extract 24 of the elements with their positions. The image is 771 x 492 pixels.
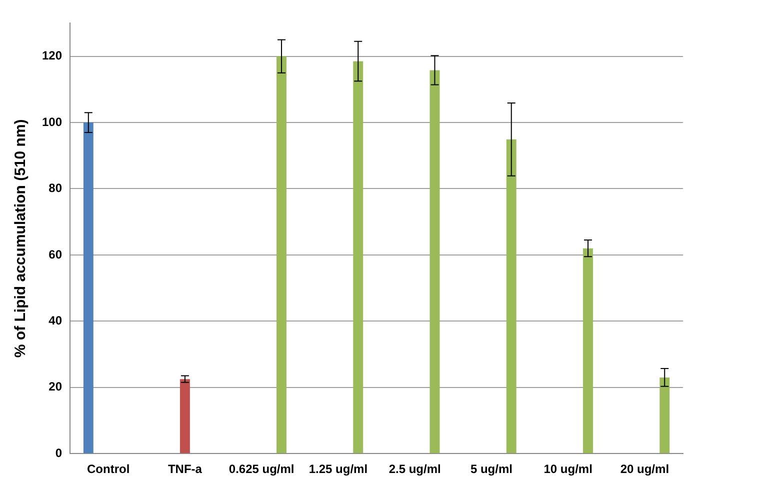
y-tick-label: 60 (48, 247, 62, 262)
y-tick-label: 0 (55, 446, 62, 460)
y-tick-label: 20 (48, 380, 62, 394)
x-tick-label: TNF-a (168, 462, 202, 476)
x-tick-label: 0.625 ug/ml (228, 462, 294, 476)
bar (430, 70, 440, 454)
x-tick-label: 5 ug/ml (470, 462, 512, 476)
bar (180, 379, 190, 454)
bar (353, 61, 364, 454)
x-tick-label: 1.25 ug/ml (308, 462, 368, 476)
y-tick-label: 80 (48, 181, 62, 196)
bar (660, 377, 670, 454)
bar (83, 122, 94, 454)
bar (276, 56, 286, 454)
y-tick-label: 100 (42, 114, 62, 129)
y-tick-label: 40 (48, 313, 62, 328)
y-tick-label: 120 (42, 48, 62, 63)
bar (583, 248, 593, 454)
x-tick-label: 20 ug/ml (620, 462, 670, 476)
x-tick-label: 2.5 ug/ml (388, 462, 441, 476)
y-axis-title: % of Lipid accumulation (510 nm) (12, 119, 30, 358)
bar (506, 139, 516, 454)
x-tick-label: 10 ug/ml (544, 462, 592, 476)
x-tick-label: Control (87, 462, 130, 476)
